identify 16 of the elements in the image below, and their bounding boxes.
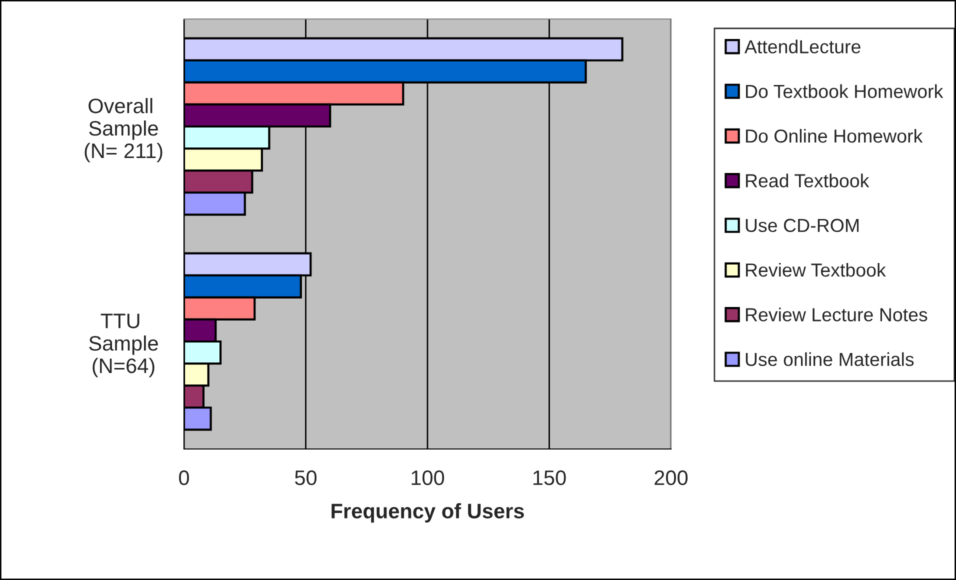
x-tick-label: 0: [179, 470, 189, 486]
legend-label: Review Textbook: [746, 262, 886, 277]
legend-label: AttendLecture: [744, 40, 860, 54]
legend-label: Review Lecture Notes: [746, 308, 928, 322]
legend-label: Use online Materials: [746, 352, 914, 366]
legend-label: Do Textbook Homework: [746, 84, 944, 98]
legend-label: Use CD-ROM: [746, 218, 859, 232]
x-axis-title: Frequency of Users: [332, 503, 524, 523]
x-tick-label: 50: [295, 470, 317, 486]
legend-label: Do Online Homework: [746, 128, 923, 143]
y-tick-label: Overall Sample (N= 211): [84, 98, 162, 162]
x-tick-label: 150: [533, 470, 566, 486]
y-tick-label: TTU Sample (N=64): [89, 314, 158, 378]
x-tick-label: 200: [654, 470, 688, 486]
x-tick-label: 100: [412, 470, 444, 486]
legend-label: Read Textbook: [746, 174, 870, 188]
